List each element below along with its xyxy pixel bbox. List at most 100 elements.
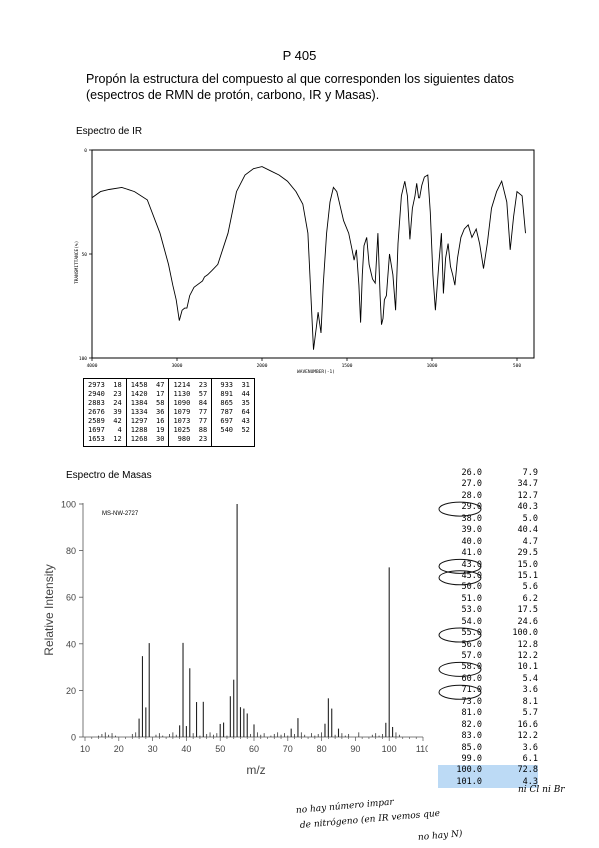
ms-abundance-value: 40.4 (517, 525, 538, 536)
ir-peak-wavenumber: 1090 (173, 399, 191, 407)
ms-abundance-value: 4.3 (522, 776, 538, 787)
ms-table-row: 81.0 5.7 (438, 708, 538, 719)
ir-peak-transmittance: 35 (233, 399, 250, 407)
ir-x-tick-label: 1500 (342, 363, 353, 369)
ir-x-axis-label: WAVENUMBER(-1) (297, 369, 335, 375)
ms-abundance-value: 5.4 (522, 673, 538, 684)
ms-abundance-value: 6.1 (522, 753, 538, 764)
ir-peak-wavenumber: 1214 (173, 381, 191, 389)
ms-mz-value: 60.0 (461, 673, 482, 684)
ms-table-row: 53.0 17.5 (438, 605, 538, 616)
ir-peak-entry: 1458 47 (131, 381, 165, 390)
ms-table-row: 41.0 29.5 (438, 548, 538, 559)
ir-peak-transmittance: 4 (104, 426, 122, 434)
ms-abundance-value: 12.8 (517, 639, 538, 650)
ir-y-tick-label: 0 (84, 148, 87, 154)
ms-abundance-value: 4.7 (522, 536, 538, 547)
statement-line-2: (espectros de RMN de protón, carbono, IR… (86, 88, 380, 102)
ir-y-axis-label: TRANSMITTANCE(%) (74, 241, 80, 284)
ir-peak-wavenumber: 865 (216, 399, 234, 407)
ms-y-tick-label: 80 (66, 546, 76, 556)
ir-peak-entry: 1384 58 (131, 399, 165, 408)
ir-peak-entry: 1297 16 (131, 417, 165, 426)
ms-abundance-value: 8.1 (522, 696, 538, 707)
ir-section-title: Espectro de IR (76, 126, 143, 137)
ir-peak-entry: 1214 23 (173, 381, 207, 390)
ir-peak-transmittance: 18 (104, 381, 122, 389)
ms-table-row: 55.0 100.0 (438, 628, 538, 639)
ms-table-row: 83.0 12.2 (438, 731, 538, 742)
ms-table-row: 82.0 16.6 (438, 720, 538, 731)
ir-peak-wavenumber: 1025 (173, 426, 191, 434)
ir-peak-entry: 2883 24 (88, 399, 122, 408)
ms-mz-value: 41.0 (461, 548, 482, 559)
ms-mz-value: 54.0 (461, 616, 482, 627)
ir-peak-entry: 1025 88 (173, 426, 207, 435)
ir-peak-entry: 1288 19 (131, 426, 165, 435)
ms-table-row: 85.0 3.6 (438, 743, 538, 754)
ir-peak-transmittance: 24 (104, 399, 122, 407)
ir-peak-wavenumber: 2883 (88, 399, 105, 407)
ms-mz-value: 57.0 (461, 651, 482, 661)
ms-table-row: 29.0 40.3 (438, 502, 538, 513)
ms-y-axis-label: Relative Intensity (42, 564, 56, 655)
ir-peak-entry: 1090 84 (173, 399, 207, 408)
ms-x-tick-label: 40 (181, 744, 191, 754)
ms-abundance-value: 12.2 (517, 651, 538, 661)
ms-peaks (138, 504, 394, 737)
ir-x-ticks: 4000 3000 2000 1500 1000 500 (87, 358, 521, 369)
ms-mz-value: 58.0 (461, 662, 482, 673)
ms-x-tick-label: 70 (283, 744, 293, 754)
ms-mz-value: 100.0 (456, 765, 482, 776)
ir-peak-wavenumber: 980 (173, 435, 191, 443)
ir-peak-transmittance: 31 (233, 381, 250, 389)
ms-mz-value: 101.0 (456, 776, 482, 787)
page-number: P 405 (282, 48, 317, 63)
ms-y-tick-label: 40 (66, 639, 76, 649)
ms-abundance-value: 3.6 (522, 742, 538, 753)
ms-y-tick-label: 20 (66, 686, 76, 696)
ms-table-row: 54.0 24.6 (438, 617, 538, 628)
ir-peak-transmittance: 77 (190, 408, 208, 416)
ir-peak-entry: 1073 77 (173, 417, 207, 426)
ir-peak-wavenumber: 1653 (88, 435, 105, 443)
ir-peak-table-column: 1214 23 1130 57 1090 84 1079 77 1073 77 1025 … (168, 378, 213, 447)
ir-peak-transmittance: 19 (147, 426, 165, 434)
ms-mz-value: 28.0 (461, 490, 482, 501)
handwritten-circle (438, 684, 482, 700)
ms-y-ticks: 0 20 40 60 80 100 (61, 500, 83, 743)
ir-y-ticks: 100 50 0 (79, 148, 92, 362)
ir-peak-transmittance: 44 (233, 390, 250, 398)
ir-peak-transmittance: 47 (147, 381, 165, 389)
ms-y-tick-label: 100 (61, 500, 76, 510)
ms-table-row-highlighted: 101.0 4.3 (438, 776, 538, 789)
ms-table-row: 57.0 12.2 (438, 651, 538, 662)
ir-peak-wavenumber: 1334 (130, 408, 148, 416)
ms-x-tick-label: 60 (249, 744, 259, 754)
ms-abundance-value: 16.6 (517, 719, 538, 730)
ir-peak-entry: 2676 39 (88, 408, 122, 417)
ir-peak-wavenumber: 1079 (173, 408, 191, 416)
ms-mz-value: 50.0 (461, 582, 482, 593)
handwritten-circles (438, 501, 482, 700)
ir-peak-wavenumber: 1458 (130, 381, 148, 389)
ir-peak-transmittance: 30 (147, 435, 165, 443)
ir-peak-wavenumber: 2676 (88, 408, 105, 416)
ms-mz-value: 99.0 (461, 753, 482, 764)
ms-abundance-value: 17.5 (517, 605, 538, 616)
ir-peak-transmittance: 23 (190, 435, 208, 443)
ir-peak-entry: 1420 17 (131, 390, 165, 399)
ir-transmittance-curve (91, 166, 526, 350)
ms-mz-value: 26.0 (461, 468, 482, 478)
ir-peak-entry: 2589 42 (88, 417, 122, 426)
ir-peak-wavenumber: 787 (216, 408, 234, 416)
ms-x-tick-label: 90 (350, 744, 360, 754)
ir-peak-wavenumber: 697 (216, 417, 234, 425)
ms-mz-value: 51.0 (461, 593, 482, 604)
ir-peak-transmittance: 23 (104, 390, 122, 398)
ms-abundance-value: 72.8 (517, 765, 538, 776)
ir-peak-wavenumber: 2973 (88, 381, 105, 389)
ms-table-row: 73.0 8.1 (438, 697, 538, 708)
ms-abundance-value: 34.7 (517, 479, 538, 490)
